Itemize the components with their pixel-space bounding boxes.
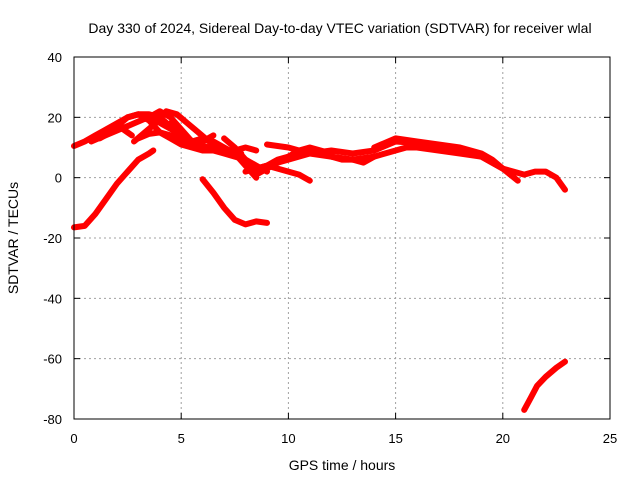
y-tick-label: -20 (43, 231, 62, 246)
chart-title: Day 330 of 2024, Sidereal Day-to-day VTE… (88, 20, 591, 36)
y-tick-label: 20 (48, 110, 62, 125)
x-tick-labels: 0 5 10 15 20 25 (70, 431, 617, 446)
series-arc-10 (199, 176, 270, 228)
data-series (71, 108, 568, 413)
x-tick-label: 0 (70, 431, 77, 446)
x-tick-label: 25 (603, 431, 617, 446)
axis-ticks (73, 56, 611, 420)
series-arc-9 (71, 147, 157, 231)
x-tick-label: 5 (178, 431, 185, 446)
grid-lines (74, 57, 610, 419)
series-arc-14 (264, 141, 517, 178)
y-tick-label: -60 (43, 352, 62, 367)
x-tick-label: 10 (281, 431, 295, 446)
x-tick-label: 20 (496, 431, 510, 446)
x-axis-label: GPS time / hours (289, 457, 396, 473)
y-axis-label: SDTVAR / TECUs (5, 182, 21, 294)
y-tick-label: 40 (48, 50, 62, 65)
y-tick-label: -80 (43, 412, 62, 427)
y-tick-label: -40 (43, 291, 62, 306)
series-arc-8 (167, 120, 217, 148)
x-tick-label: 15 (388, 431, 402, 446)
y-tick-label: 0 (55, 171, 62, 186)
series-arc-16 (371, 135, 568, 193)
y-tick-labels: -80 -60 -40 -20 0 20 40 (43, 50, 62, 427)
series-arc-17 (521, 358, 568, 413)
